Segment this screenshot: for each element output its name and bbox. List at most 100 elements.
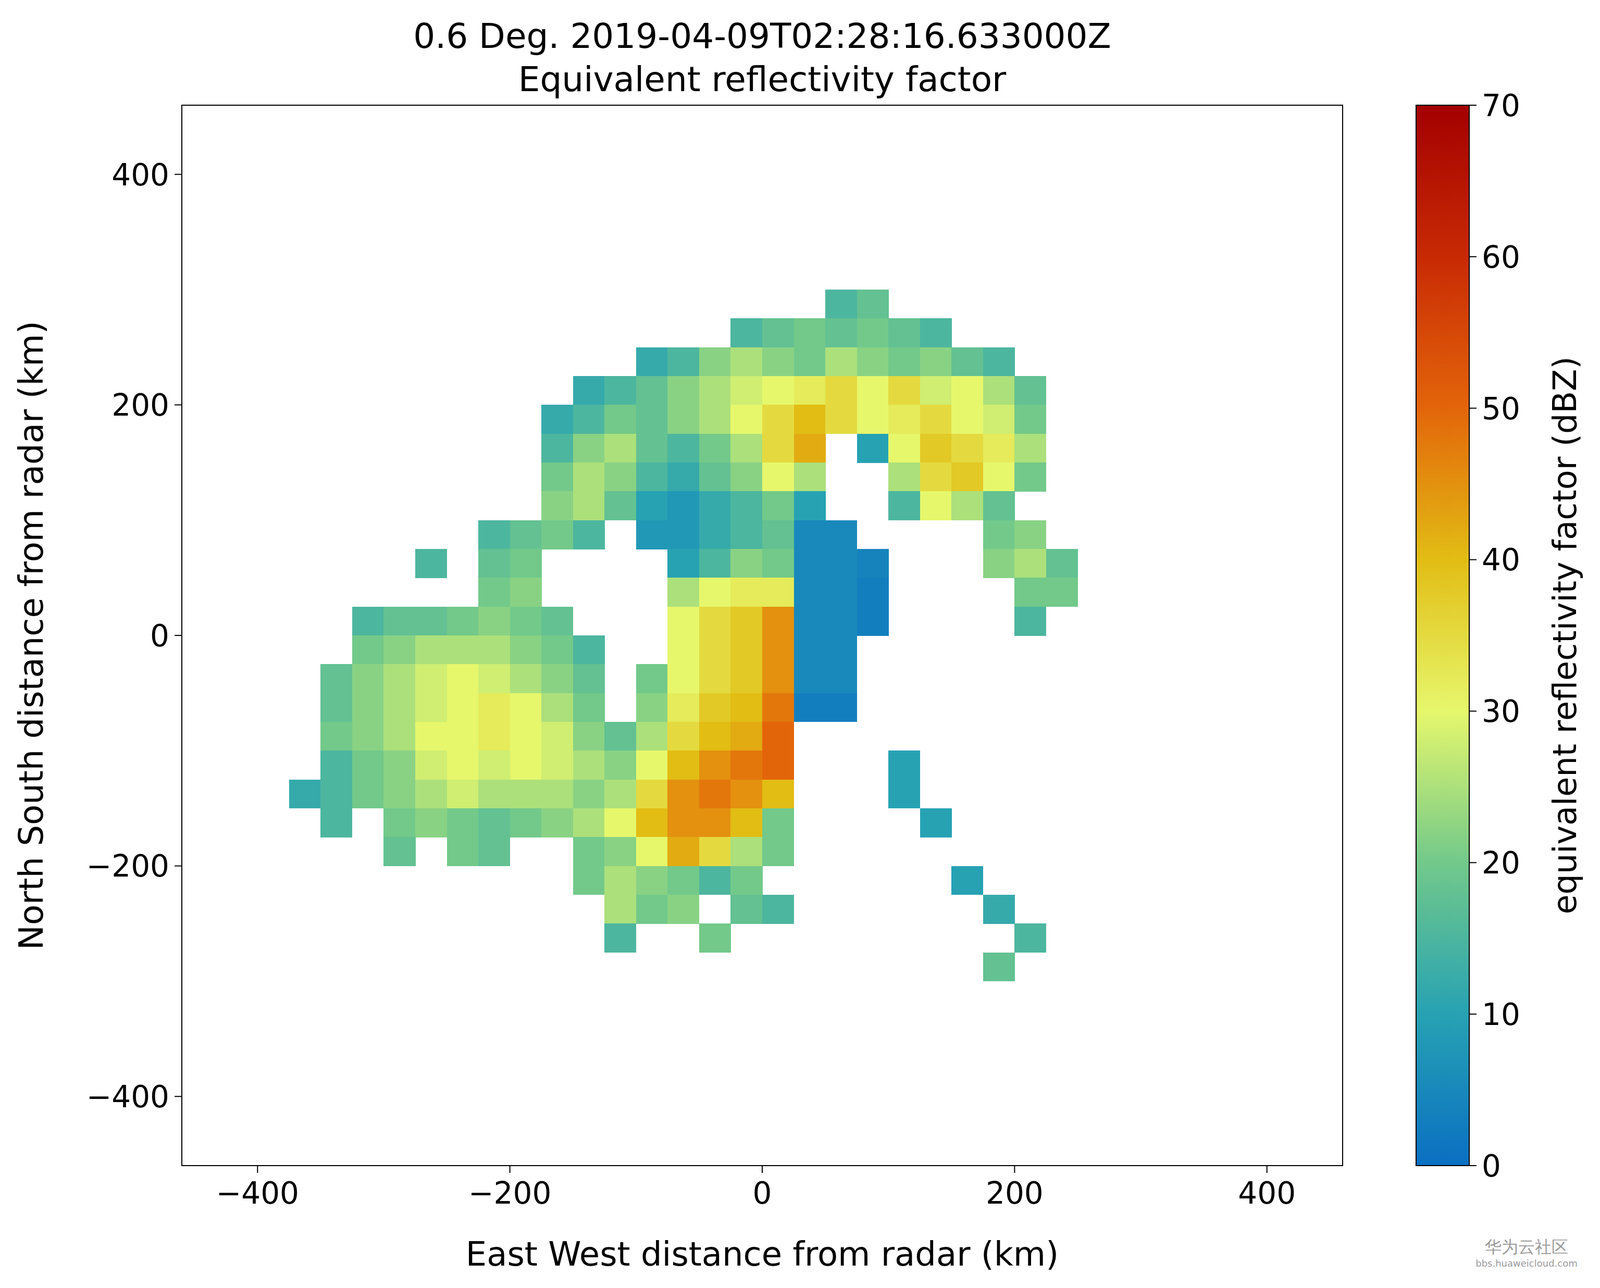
colorbar-tick-label: 60 [1481, 239, 1521, 276]
cell [604, 750, 637, 780]
cell [699, 837, 731, 867]
cell [636, 404, 668, 434]
cell [604, 376, 637, 406]
cell [667, 491, 700, 521]
cell [794, 347, 826, 377]
cell [636, 693, 668, 723]
cell [762, 606, 795, 637]
x-tick-label: −200 [468, 1175, 552, 1212]
cell [573, 462, 605, 492]
cell [541, 664, 574, 694]
cell [667, 462, 700, 492]
cell [352, 693, 384, 723]
cell [573, 722, 605, 752]
cell [510, 779, 542, 810]
cell [983, 433, 1015, 464]
cell [730, 895, 763, 925]
cell [825, 318, 858, 348]
cell [762, 491, 795, 521]
cell [667, 750, 700, 780]
cell [510, 664, 542, 694]
cell [636, 347, 668, 377]
cell [447, 722, 479, 752]
cell [573, 808, 605, 838]
x-tick-label: −400 [216, 1175, 300, 1212]
cell [415, 693, 448, 723]
x-axis-title: East West distance from radar (km) [465, 1235, 1059, 1274]
cell [510, 577, 542, 607]
cell [541, 433, 574, 464]
cell [573, 866, 605, 896]
colorbar-tick [1469, 1013, 1477, 1015]
cell [762, 895, 795, 925]
cell [352, 750, 384, 780]
cell [762, 808, 795, 838]
x-tick-label: 0 [752, 1175, 773, 1212]
cell [383, 722, 416, 752]
title: 0.6 Deg. 2019-04-09T02:28:16.633000Z [413, 16, 1112, 57]
cell [730, 462, 763, 492]
y-tick [174, 635, 182, 637]
cell [1014, 376, 1047, 406]
cell [762, 404, 795, 434]
cell [383, 779, 416, 810]
cell [699, 693, 731, 723]
cell [825, 404, 858, 434]
cell [383, 664, 416, 694]
y-tick [174, 865, 182, 867]
cell [320, 808, 353, 838]
y-tick [174, 1096, 182, 1098]
cell [510, 750, 542, 780]
cell [951, 347, 984, 377]
cell [983, 404, 1015, 434]
cell [825, 635, 858, 665]
cell [604, 491, 637, 521]
cell [447, 635, 479, 665]
cell [352, 722, 384, 752]
cell [730, 635, 763, 665]
cell [730, 577, 763, 607]
cell [667, 779, 700, 810]
cell [604, 808, 637, 838]
cell [447, 693, 479, 723]
cell [541, 750, 574, 780]
cell [888, 433, 921, 464]
cell [857, 577, 889, 607]
cell [730, 837, 763, 867]
cell [667, 376, 700, 406]
watermark: 华为云社区 [1484, 1237, 1569, 1258]
cell [320, 664, 353, 694]
cell [604, 923, 637, 953]
cell [730, 866, 763, 896]
cell [415, 549, 448, 579]
cell [541, 491, 574, 521]
cell [541, 635, 574, 665]
cell [825, 549, 858, 579]
cell [983, 376, 1015, 406]
cell [699, 491, 731, 521]
colorbar-title: equivalent reflectivity factor (dBZ) [1545, 356, 1584, 915]
y-tick-label: 200 [111, 387, 170, 424]
cell [730, 750, 763, 780]
cell [730, 404, 763, 434]
cell [983, 462, 1015, 492]
cell [573, 433, 605, 464]
cell [699, 520, 731, 550]
cell [510, 693, 542, 723]
cell [541, 693, 574, 723]
cell [383, 750, 416, 780]
cell [699, 376, 731, 406]
cell [541, 808, 574, 838]
cell [636, 866, 668, 896]
cell [667, 347, 700, 377]
cell [699, 722, 731, 752]
cell [667, 664, 700, 694]
cell [920, 376, 952, 406]
cell [857, 606, 889, 637]
subtitle: Equivalent reflectivity factor [518, 59, 1007, 100]
cell [1014, 462, 1047, 492]
y-tick-label: −200 [86, 848, 170, 885]
colorbar-tick [1469, 710, 1477, 712]
cell [699, 664, 731, 694]
cell [636, 808, 668, 838]
